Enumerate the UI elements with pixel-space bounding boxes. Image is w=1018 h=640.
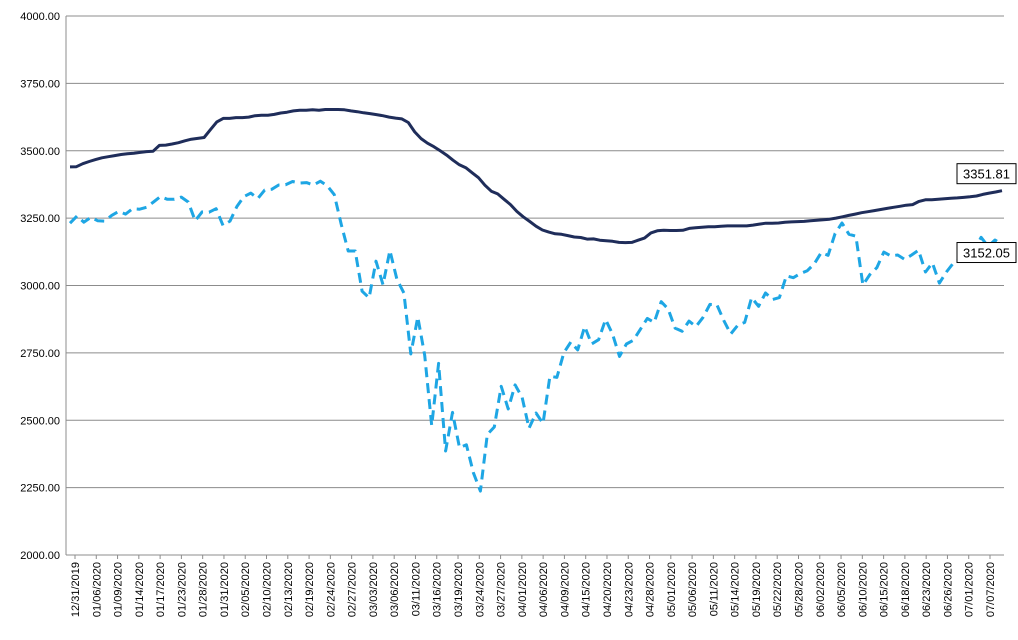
x-tick-label: 02/13/2020 — [283, 562, 295, 617]
x-tick-label: 12/31/2019 — [70, 562, 82, 617]
series-line-2 — [68, 179, 1003, 493]
x-tick-label: 04/23/2020 — [623, 562, 635, 617]
x-tick-label: 03/27/2020 — [496, 562, 508, 617]
x-tick-label: 05/28/2020 — [793, 562, 805, 617]
x-tick-label: 05/01/2020 — [666, 562, 678, 617]
gridlines — [66, 15, 1004, 556]
x-tick-label: 01/09/2020 — [113, 562, 125, 617]
y-tick-label: 3750.00 — [20, 78, 60, 90]
y-tick-label: 2750.00 — [20, 348, 60, 360]
x-tick-label: 03/03/2020 — [368, 562, 380, 617]
series-lines — [68, 108, 1003, 493]
x-tick-label: 05/11/2020 — [708, 562, 720, 616]
x-tick-label: 06/02/2020 — [815, 562, 827, 617]
x-tick-label: 03/19/2020 — [453, 562, 465, 617]
x-tick-label: 04/06/2020 — [538, 562, 550, 617]
x-tick-label: 02/24/2020 — [325, 562, 337, 617]
x-tick-label: 05/22/2020 — [772, 562, 784, 617]
x-tick-label: 04/01/2020 — [517, 562, 529, 617]
x-tick-label: 04/15/2020 — [581, 562, 593, 617]
y-tick-label: 3500.00 — [20, 146, 60, 158]
x-tick-label: 03/24/2020 — [474, 562, 486, 617]
x-tick-label: 06/26/2020 — [942, 562, 954, 617]
end-label-box — [956, 242, 1017, 264]
x-tick-label: 03/16/2020 — [432, 562, 444, 617]
x-tick-label: 05/19/2020 — [751, 562, 763, 617]
x-tick-label: 04/20/2020 — [602, 562, 614, 617]
x-tick-label: 06/23/2020 — [921, 562, 933, 617]
x-axis: 12/31/2019 01/06/2020 01/09/2020 01/14/2020… — [66, 554, 1004, 617]
x-tick-label: 01/28/2020 — [198, 562, 210, 617]
x-tick-label: 02/27/2020 — [347, 562, 359, 617]
x-tick-label: 06/15/2020 — [879, 562, 891, 617]
x-tick-label: 01/14/2020 — [134, 562, 146, 617]
x-tick-label: 05/14/2020 — [730, 562, 742, 617]
x-tick-label: 01/23/2020 — [176, 562, 188, 617]
end-value-label: 3351.81 — [963, 167, 1010, 182]
y-tick-label: 4000.00 — [20, 11, 60, 23]
x-tick-label: 02/10/2020 — [262, 562, 274, 617]
series-line-1 — [69, 108, 1003, 245]
x-tick-label: 04/09/2020 — [559, 562, 571, 617]
y-tick-label: 2250.00 — [20, 483, 60, 495]
x-tick-label: 02/05/2020 — [240, 562, 252, 617]
x-tick-label: 05/06/2020 — [687, 562, 699, 617]
y-tick-label: 2000.00 — [20, 550, 60, 562]
end-label-box — [956, 163, 1017, 185]
x-tick-label: 02/19/2020 — [304, 562, 316, 617]
x-tick-label: 04/28/2020 — [645, 562, 657, 617]
x-tick-label: 01/17/2020 — [155, 562, 167, 617]
x-tick-label: 01/31/2020 — [219, 562, 231, 617]
x-tick-label: 03/11/2020 — [410, 562, 422, 616]
y-tick-label: 3250.00 — [20, 213, 60, 225]
x-tick-label: 07/07/2020 — [985, 562, 997, 617]
end-labels: 3351.81 3152.05 — [956, 163, 1017, 264]
y-tick-label: 2500.00 — [20, 415, 60, 427]
x-tick-label: 06/18/2020 — [900, 562, 912, 617]
x-tick-label: 03/06/2020 — [389, 562, 401, 617]
x-tick-label: 07/01/2020 — [964, 562, 976, 617]
x-tick-label: 01/06/2020 — [91, 562, 103, 617]
x-tick-label: 06/05/2020 — [836, 562, 848, 617]
y-axis: 2000.00 2250.00 2500.00 2750.00 3000.00 3250.… — [20, 11, 67, 562]
x-tick-label: 06/10/2020 — [857, 562, 869, 617]
y-tick-label: 3000.00 — [20, 281, 60, 293]
end-value-label: 3152.05 — [963, 246, 1010, 261]
